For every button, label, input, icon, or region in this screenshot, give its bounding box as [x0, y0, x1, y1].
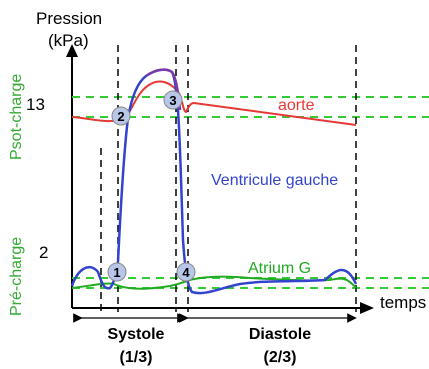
marker-4-label: 4 — [182, 265, 190, 280]
systole-fraction: (1/3) — [120, 349, 153, 366]
marker-2-label: 2 — [117, 109, 124, 124]
marker-1-label: 1 — [113, 265, 120, 280]
marker-3: 3 — [163, 90, 183, 110]
marker-1: 1 — [107, 262, 127, 282]
precharge-label: Pré-charge — [8, 237, 25, 316]
x-axis-label: temps — [380, 293, 426, 312]
atrium-label: Atrium G — [248, 260, 311, 277]
systole-label: Systole — [108, 326, 165, 343]
marker-4: 4 — [176, 262, 196, 282]
marker-3-label: 3 — [169, 93, 176, 108]
ventricule-label: Ventricule gauche — [211, 172, 338, 189]
y-tick-2: 2 — [39, 243, 48, 262]
y-tick-13: 13 — [26, 95, 45, 114]
marker-2: 2 — [111, 106, 131, 126]
diastole-fraction: (2/3) — [264, 349, 297, 366]
diastole-label: Diastole — [249, 326, 311, 343]
postcharge-label: Psot-charge — [8, 74, 25, 160]
aorte-label: aorte — [278, 97, 315, 114]
y-axis-arrowhead — [66, 44, 78, 57]
y-axis-label-line2: (kPa) — [48, 31, 89, 50]
x-axis-arrowhead — [360, 302, 374, 314]
y-axis-label-line1: Pression — [36, 9, 102, 28]
